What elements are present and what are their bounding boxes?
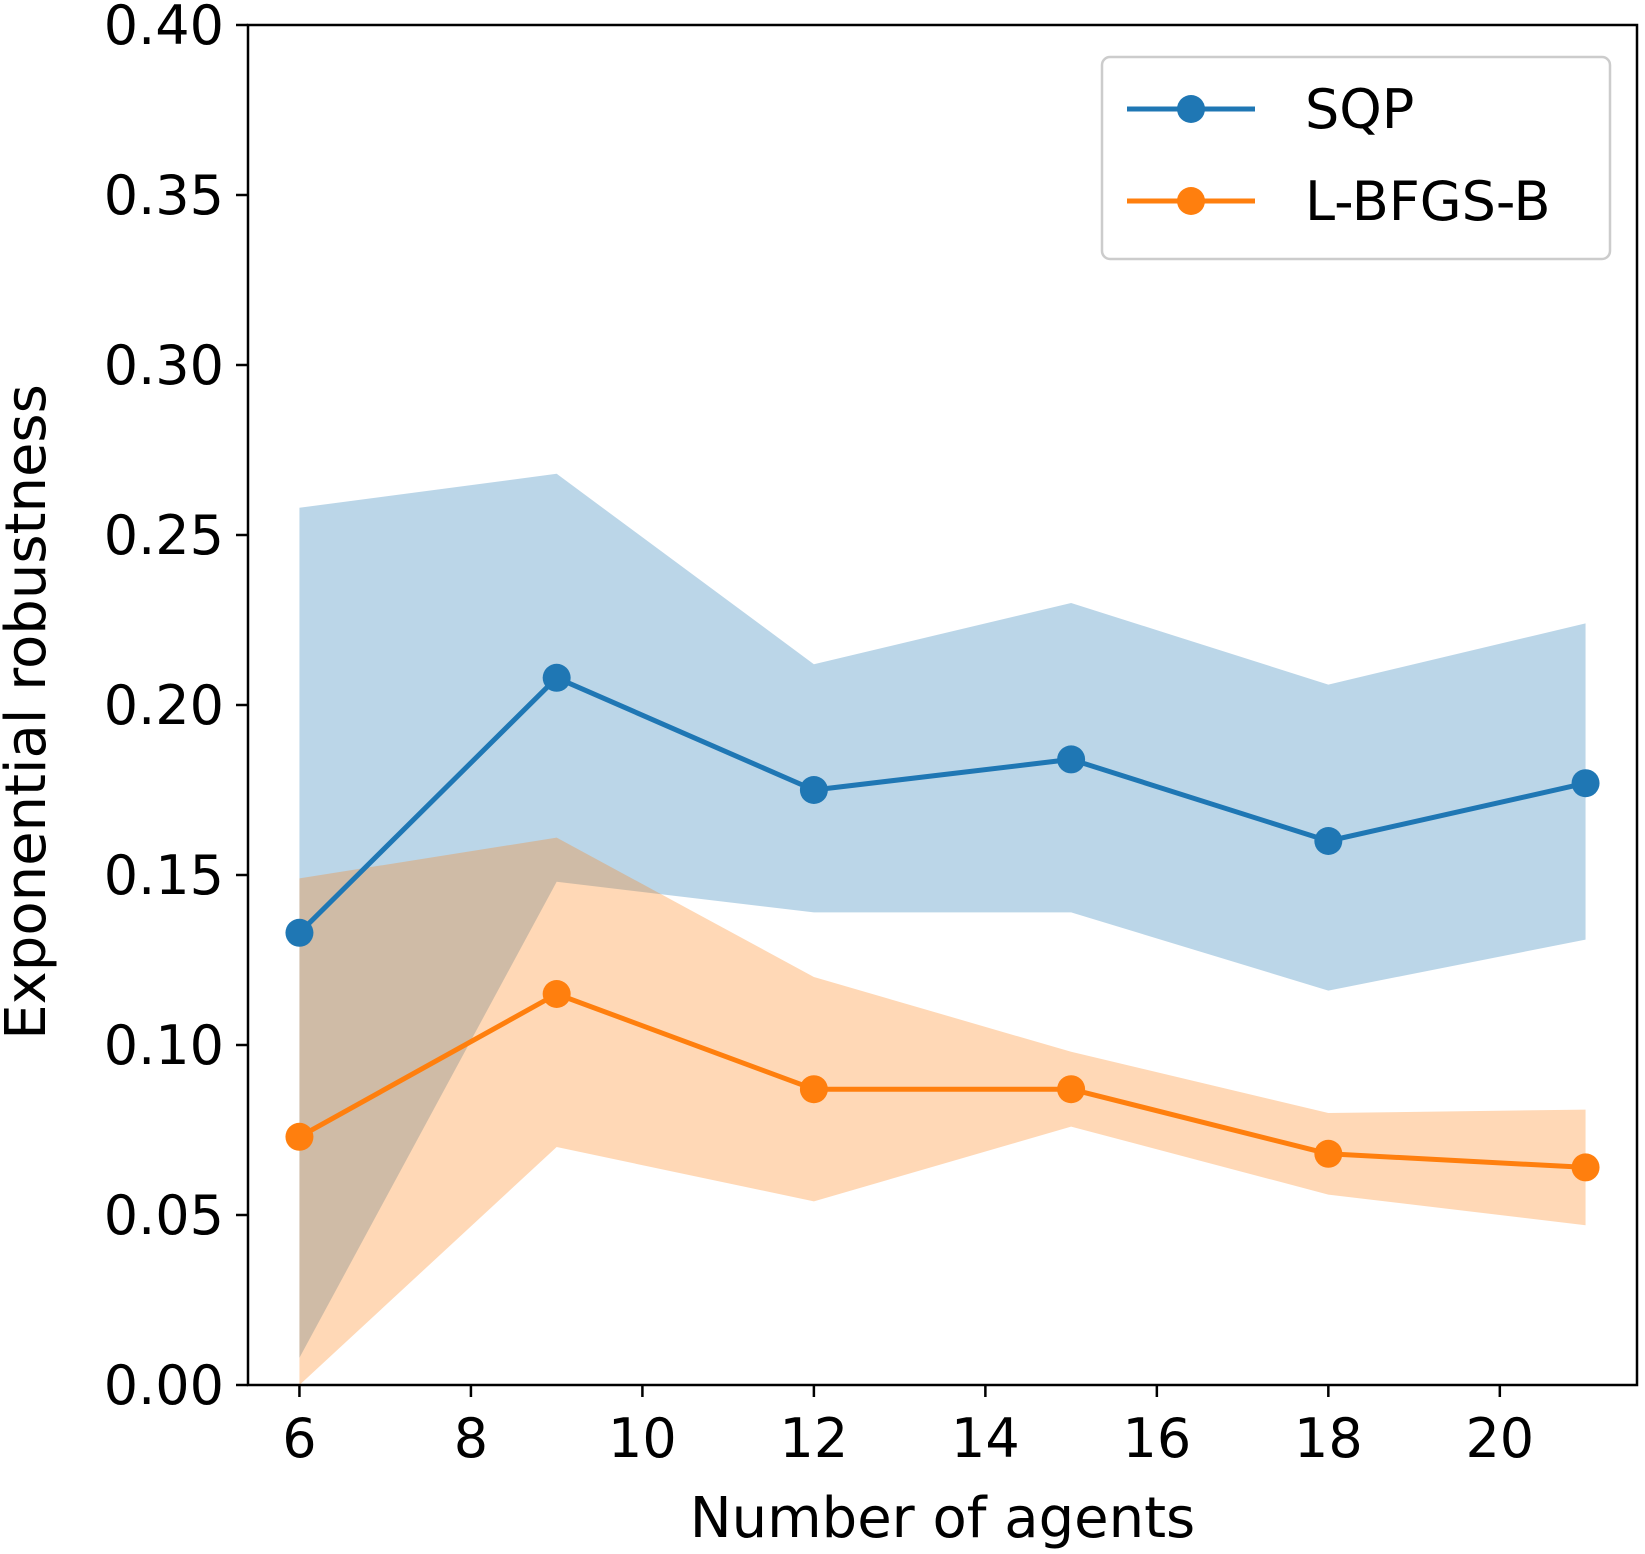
series-lines xyxy=(297,675,1587,1170)
legend: SQP L-BFGS-B xyxy=(1100,55,1612,261)
point-l-bfgs-b-9 xyxy=(542,980,571,1008)
y-tick-label-0.35: 0.35 xyxy=(104,164,224,227)
point-sqp-21 xyxy=(1571,769,1600,798)
y-tick-label-0.05: 0.05 xyxy=(104,1184,224,1247)
y-tick-label-0.15: 0.15 xyxy=(104,844,224,907)
y-tick-label-0.10: 0.10 xyxy=(104,1014,224,1077)
x-tick-label-18: 18 xyxy=(1294,1407,1363,1470)
point-l-bfgs-b-6 xyxy=(285,1122,314,1151)
x-tick-label-20: 20 xyxy=(1465,1407,1534,1470)
point-l-bfgs-b-15 xyxy=(1057,1075,1086,1104)
y-tick-label-0.00: 0.00 xyxy=(104,1354,224,1417)
line-sqp xyxy=(297,675,1587,935)
y-tick-label-0.20: 0.20 xyxy=(104,674,224,737)
band-sqp xyxy=(299,473,1586,1358)
x-tick-label-10: 10 xyxy=(608,1407,677,1470)
series-points xyxy=(285,663,1600,1182)
x-tick-label-14: 14 xyxy=(951,1407,1020,1470)
point-sqp-15 xyxy=(1057,745,1086,774)
y-tick-label-0.30: 0.30 xyxy=(104,334,224,397)
legend-label-l-bfgs-b: L-BFGS-B xyxy=(1305,170,1551,233)
point-sqp-12 xyxy=(799,776,828,804)
x-tick-label-16: 16 xyxy=(1122,1407,1191,1470)
band-l-bfgs-b xyxy=(299,837,1586,1385)
x-tick-label-8: 8 xyxy=(454,1407,488,1470)
point-l-bfgs-b-12 xyxy=(799,1075,828,1104)
point-l-bfgs-b-18 xyxy=(1314,1139,1343,1168)
x-tick-label-12: 12 xyxy=(780,1407,849,1470)
y-axis-ticks: 0.00 0.05 0.10 0.15 0.20 0.25 0.30 0.35 0.40 xyxy=(104,0,248,1417)
y-axis-label: Exponential robustness xyxy=(0,384,59,1039)
legend-marker-sqp xyxy=(1177,95,1205,123)
point-l-bfgs-b-21 xyxy=(1571,1153,1600,1182)
x-axis-label: Number of agents xyxy=(690,1486,1195,1551)
legend-label-sqp: SQP xyxy=(1305,78,1414,141)
line-l-bfgs-b xyxy=(298,991,1586,1170)
x-tick-label-6: 6 xyxy=(282,1407,316,1470)
legend-marker-l-bfgs-b xyxy=(1177,187,1205,215)
y-tick-label-0.40: 0.40 xyxy=(104,0,224,57)
point-sqp-9 xyxy=(542,663,571,692)
point-sqp-18 xyxy=(1314,827,1343,855)
x-axis-ticks: 6 8 10 12 14 16 18 20 xyxy=(282,1385,1534,1470)
confidence-bands xyxy=(299,473,1586,1385)
y-tick-label-0.25: 0.25 xyxy=(104,504,224,567)
point-sqp-6 xyxy=(285,918,314,947)
